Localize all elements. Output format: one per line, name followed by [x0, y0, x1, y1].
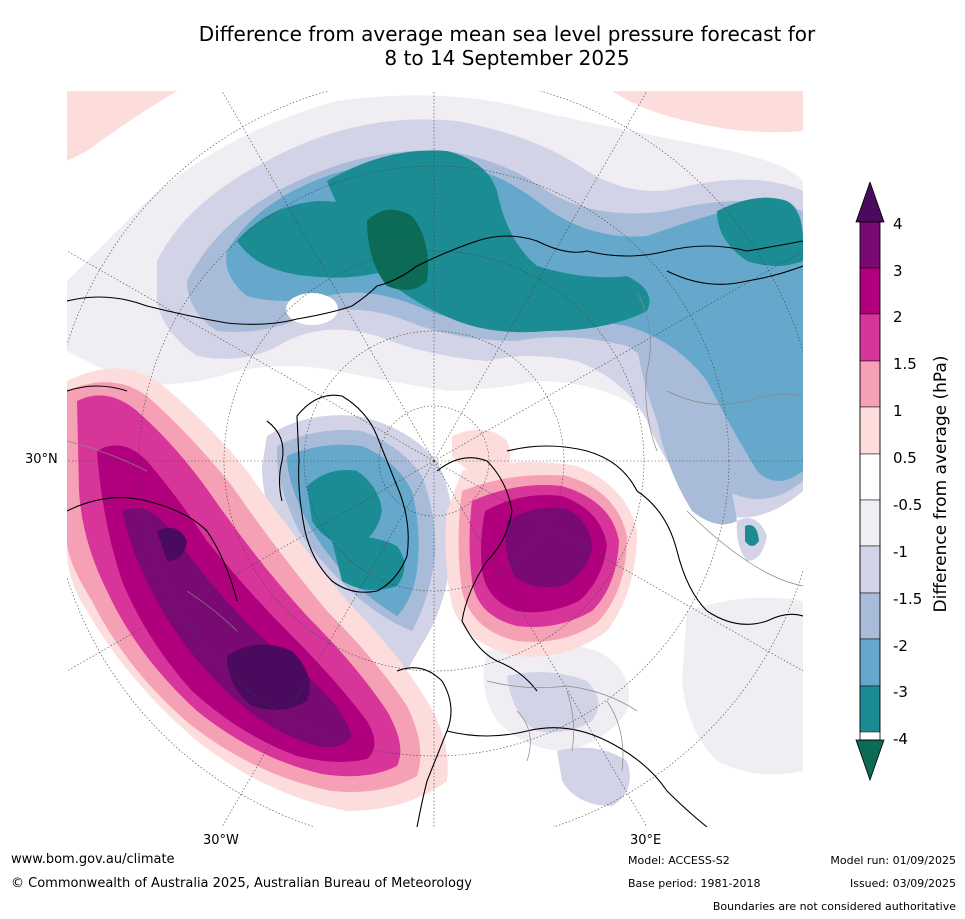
longitude-label-30w: 30°W — [203, 833, 239, 848]
positive-anomaly-scandinavia — [445, 429, 637, 657]
colorbar-band-1-5 — [859, 360, 881, 408]
colorbar-band-neg-1 — [859, 545, 881, 594]
colorbar-band-1 — [859, 406, 881, 455]
colorbar-extend-max — [855, 182, 885, 223]
model-run-date: Model run: 01/09/2025 — [830, 854, 956, 867]
model-name: Model: ACCESS-S2 — [628, 854, 730, 867]
colorbar-tick-3: 3 — [893, 262, 903, 280]
positive-anomaly-north-atlantic — [67, 368, 448, 811]
colorbar-band-2 — [859, 313, 881, 362]
pressure-anomaly-map — [67, 91, 803, 827]
latitude-label-30n: 30°N — [25, 452, 58, 467]
copyright-text: © Commonwealth of Australia 2025, Austra… — [11, 876, 472, 891]
colorbar-extend-min — [855, 739, 885, 782]
coastlines — [67, 235, 803, 827]
boundaries-disclaimer: Boundaries are not considered authoritat… — [712, 900, 956, 913]
colorbar-title: Difference from average (hPa) — [931, 355, 951, 613]
issued-date: Issued: 03/09/2025 — [849, 877, 956, 890]
base-period: Base period: 1981-2018 — [628, 877, 761, 890]
title-line-1: Difference from average mean sea level p… — [198, 22, 816, 46]
positive-anomaly-top-right — [612, 91, 803, 133]
colorbar-tick-neg-1-5: -1.5 — [893, 590, 923, 608]
website-link[interactable]: www.bom.gov.au/climate — [11, 852, 175, 867]
colorbar-band-neg-1-5 — [859, 592, 881, 640]
graticule — [67, 91, 803, 827]
colorbar-tick-neg-2: -2 — [893, 637, 908, 655]
colorbar-tick-neg-4: -4 — [893, 730, 908, 748]
colorbar — [855, 182, 885, 782]
colorbar-tick-neg-1: -1 — [893, 543, 908, 561]
positive-anomaly-top-left — [67, 91, 177, 161]
longitude-label-30e: 30°E — [630, 833, 662, 848]
country-borders — [67, 290, 803, 772]
colorbar-band-neg-0-5 — [859, 499, 881, 547]
colorbar-tick-1: 1 — [893, 402, 903, 420]
colorbar-tick-neg-0-5: -0.5 — [893, 496, 923, 514]
colorbar-tick-neg-3: -3 — [893, 683, 908, 701]
negative-anomaly-greenland — [262, 415, 453, 671]
colorbar-tick-0-5: 0.5 — [893, 449, 917, 467]
neutral-area — [286, 293, 338, 325]
colorbar-tick-4: 4 — [893, 215, 903, 233]
colorbar-tick-2: 2 — [893, 308, 903, 326]
colorbar-band-3 — [859, 267, 881, 315]
chart-title: Difference from average mean sea level p… — [0, 22, 965, 70]
colorbar-band-4 — [859, 221, 881, 269]
title-line-2: 8 to 14 September 2025 — [384, 46, 630, 70]
colorbar-tick-1-5: 1.5 — [893, 355, 917, 373]
colorbar-band-neg-3 — [859, 685, 881, 733]
negative-anomaly-eurasia — [483, 518, 803, 806]
colorbar-band-0-5 — [859, 453, 881, 501]
colorbar-band-neg-2 — [859, 638, 881, 687]
